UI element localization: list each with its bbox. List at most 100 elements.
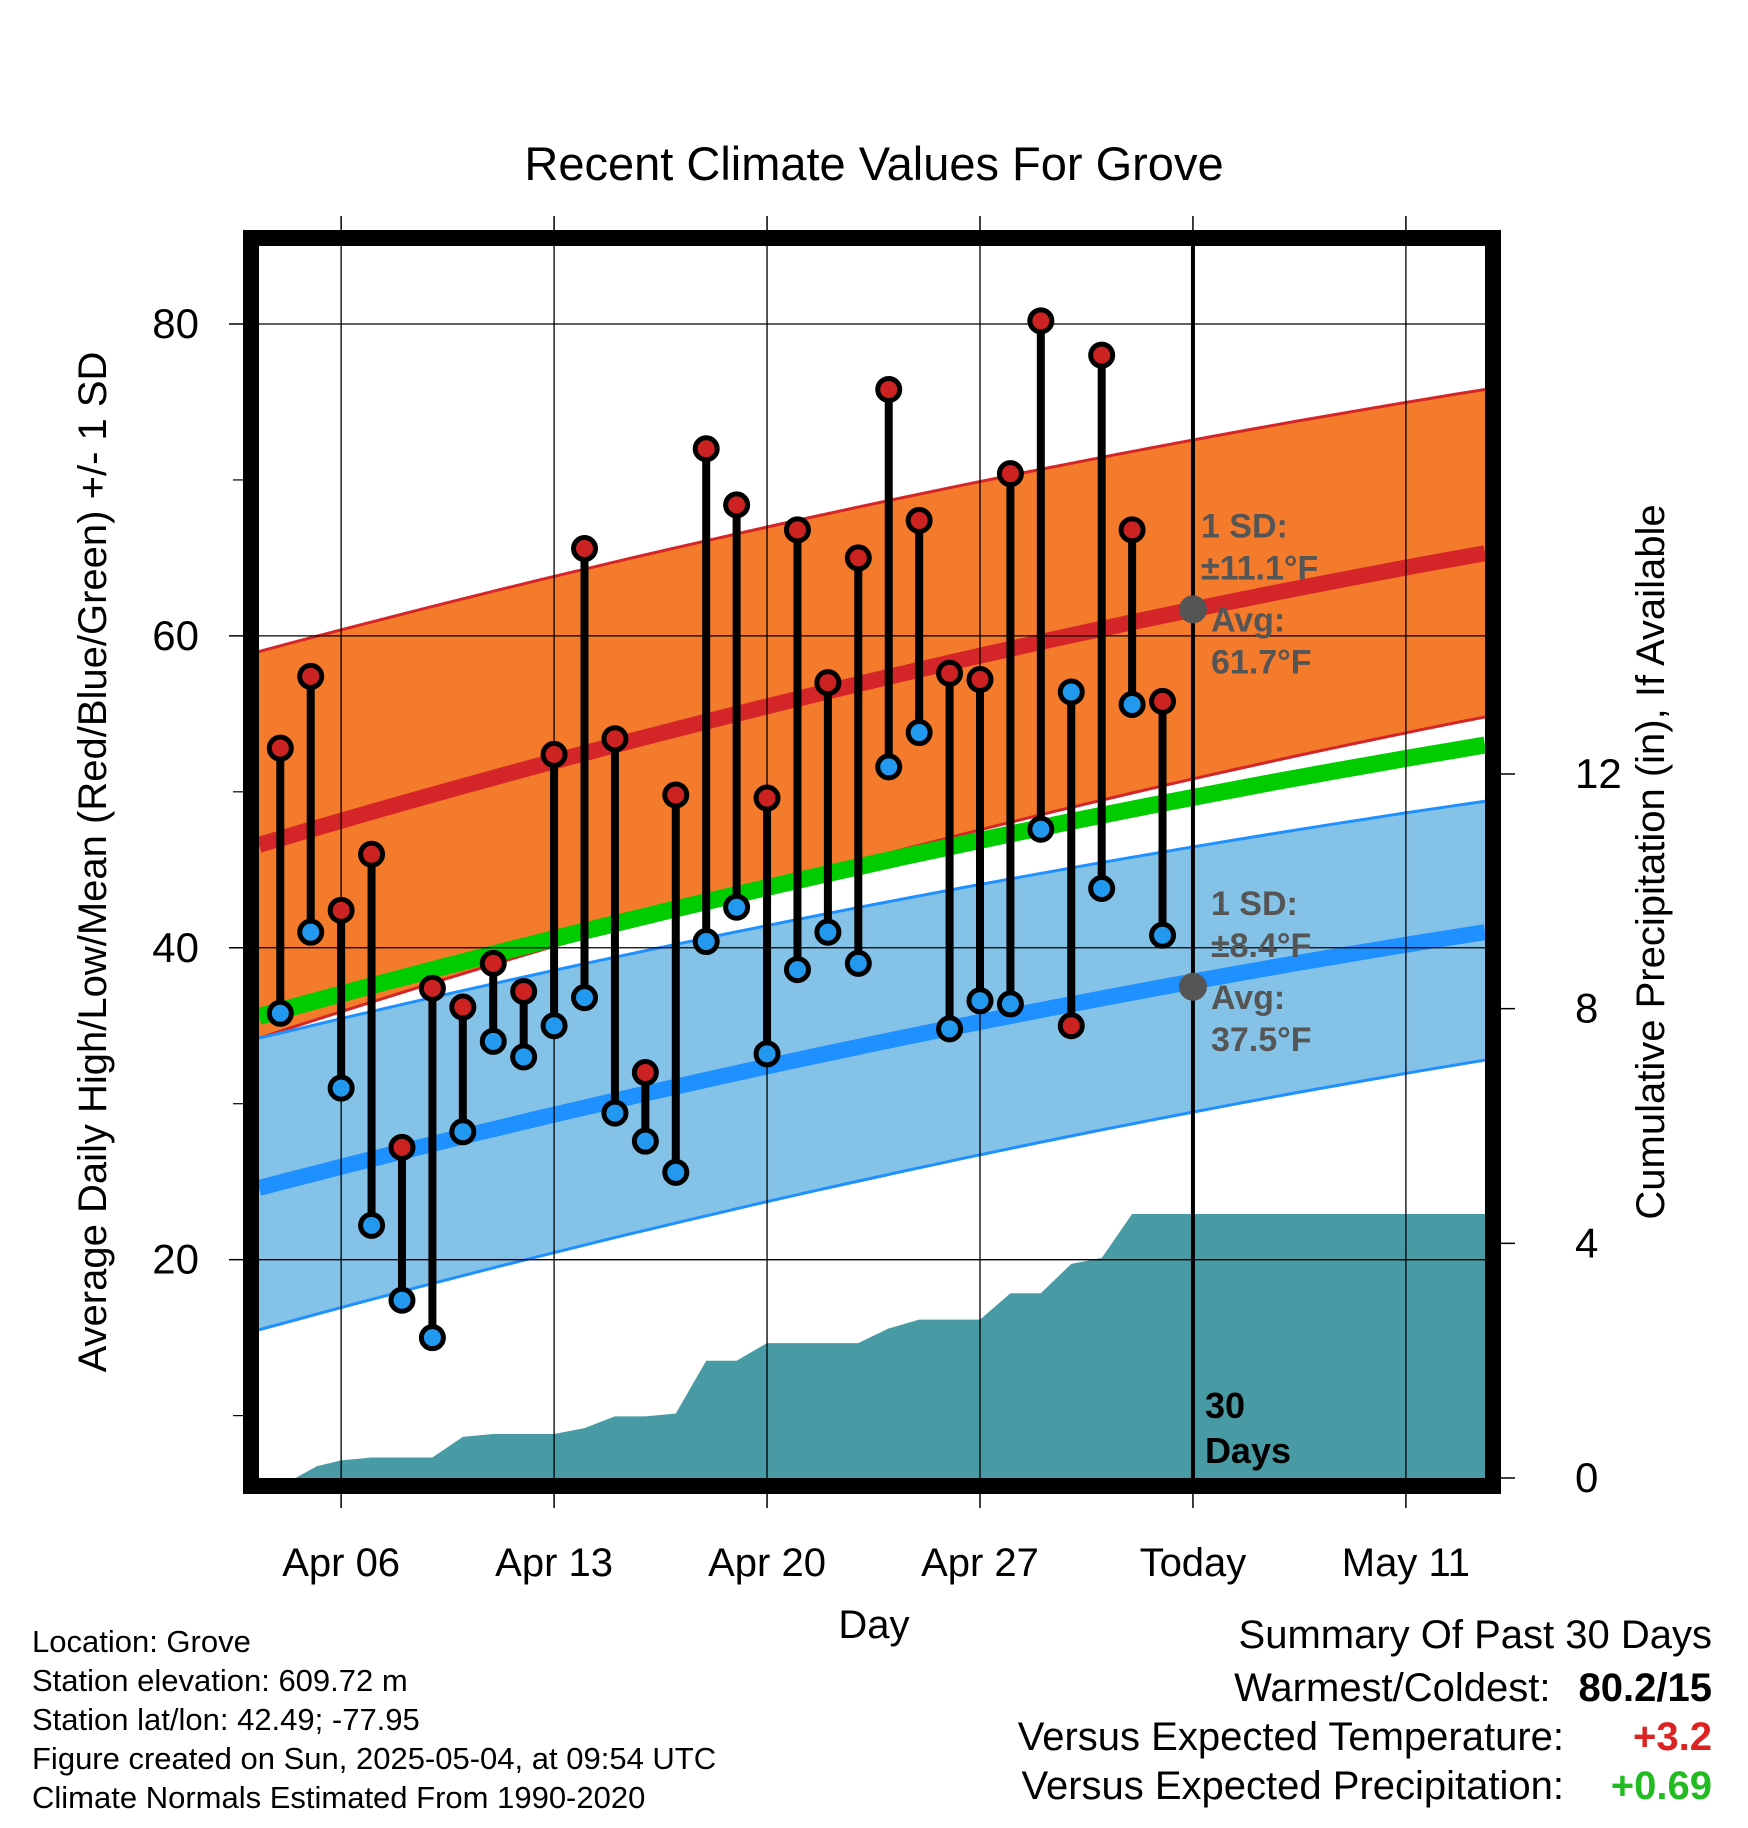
daily-high-marker [631,1059,659,1087]
daily-high-marker [753,784,781,812]
y2-tick-label: 0 [1575,1454,1598,1501]
x-tick-label: Today [1140,1541,1247,1585]
daily-low-marker [723,893,751,921]
plot-frame [243,230,1501,1494]
daily-low-marker [266,999,294,1027]
plot-area [259,246,1485,1478]
warmest-label: Warmest/Coldest: [1234,1666,1551,1710]
daily-high-marker [966,666,994,694]
daily-low-marker [631,1127,659,1155]
daily-high-marker [814,669,842,697]
warmest-row: Warmest/Coldest: 80.2/15 [1018,1666,1712,1711]
daily-low-marker [1027,815,1055,843]
x-axis-label: Day [838,1603,909,1647]
daily-high-marker [662,781,690,809]
daily-low-marker [783,956,811,984]
temp-value: +3.2 [1633,1715,1712,1759]
y2-tick-label: 12 [1575,750,1622,797]
y2-tick-label: 8 [1575,985,1598,1032]
low-sd-value: ±8.4°F [1211,927,1311,965]
y-tick-label: 40 [152,924,199,971]
daily-low-marker [297,918,325,946]
y-axis-label: Average Daily High/Low/Mean (Red/Blue/Gr… [71,352,115,1373]
daily-high-marker [601,725,629,753]
daily-high-marker [479,949,507,977]
daily-high-marker [1027,307,1055,335]
high-sd-value: ±11.1°F [1201,549,1318,587]
low-sd-band [259,801,1485,1330]
daily-high-marker [723,491,751,519]
daily-low-marker [479,1027,507,1055]
location-text: Location: Grove [32,1624,251,1659]
precip-area [259,1214,1485,1478]
daily-low-marker [418,1324,446,1352]
daily-low-marker [540,1012,568,1040]
daily-low-marker [692,928,720,956]
daily-high-marker [510,977,538,1005]
daily-low-marker [601,1099,629,1127]
daily-high-marker [571,535,599,563]
high-avg-value: 61.7°F [1211,643,1312,681]
high-sd-band [259,389,1485,1039]
daily-low-marker [510,1043,538,1071]
daily-low-marker [936,1015,964,1043]
daily-high-marker [540,740,568,768]
daily-mean-line [259,736,1485,1025]
daily-low-marker [844,949,872,977]
daily-low-marker [358,1211,386,1239]
y-tick-label: 80 [152,300,199,347]
daily-high-marker [418,974,446,1002]
daily-high-marker [936,659,964,687]
x-tick-label: Apr 06 [282,1541,400,1585]
daily-high-marker [875,375,903,403]
daily-low-marker [905,719,933,747]
daily-high-marker [449,993,477,1021]
daily-low-marker [814,918,842,946]
daily-low-marker [996,990,1024,1018]
daily-low-marker [875,753,903,781]
chart-title: Recent Climate Values For Grove [524,137,1223,190]
daily-high-marker [1088,341,1116,369]
daily-low-marker [966,987,994,1015]
y-tick-label: 60 [152,612,199,659]
x-tick-label: Apr 27 [921,1541,1039,1585]
low-sd-lower-line [259,1058,1485,1332]
daily-high-marker [692,435,720,463]
low-sd-upper-line [259,799,1485,1040]
x-tick-label: May 11 [1342,1541,1470,1585]
daily-high-marker [844,544,872,572]
high-mean-line [259,545,1485,853]
daily-low-marker [1057,678,1085,706]
daily-low-marker [327,1074,355,1102]
high-avg-label: Avg: [1211,601,1285,639]
station-info: Location: Grove Station elevation: 609.7… [32,1623,716,1818]
precip-label: Versus Expected Precipitation: [1021,1764,1564,1808]
daily-low-marker [1118,690,1146,718]
daily-high-marker [783,516,811,544]
daily-high-marker [388,1133,416,1161]
daily-high-marker [297,662,325,690]
today-window-label: Days [1205,1430,1291,1471]
daily-low-marker [1088,875,1116,903]
high-sd-upper-line [259,388,1485,653]
warmest-value: 80.2/15 [1578,1666,1712,1710]
daily-low-marker [449,1118,477,1146]
elevation-text: Station elevation: 609.72 m [32,1663,408,1698]
temp-row: Versus Expected Temperature: +3.2 [1018,1715,1712,1760]
daily-high-marker [1118,516,1146,544]
low-sd-label: 1 SD: [1211,885,1298,923]
precip-row: Versus Expected Precipitation: +0.69 [1018,1764,1712,1809]
daily-high-marker [327,896,355,924]
daily-high-marker [1057,1012,1085,1040]
normals-text: Climate Normals Estimated From 1990-2020 [32,1780,646,1815]
today-window-label: 30 [1205,1385,1245,1426]
created-text: Figure created on Sun, 2025-05-04, at 09… [32,1741,717,1776]
high-sd-label: 1 SD: [1201,507,1288,545]
latlon-text: Station lat/lon: 42.49; -77.95 [32,1702,420,1737]
daily-low-marker [571,984,599,1012]
high-avg-marker [1178,595,1207,624]
daily-low-marker [388,1286,416,1314]
precip-value: +0.69 [1610,1764,1712,1808]
daily-low-marker [1149,921,1177,949]
